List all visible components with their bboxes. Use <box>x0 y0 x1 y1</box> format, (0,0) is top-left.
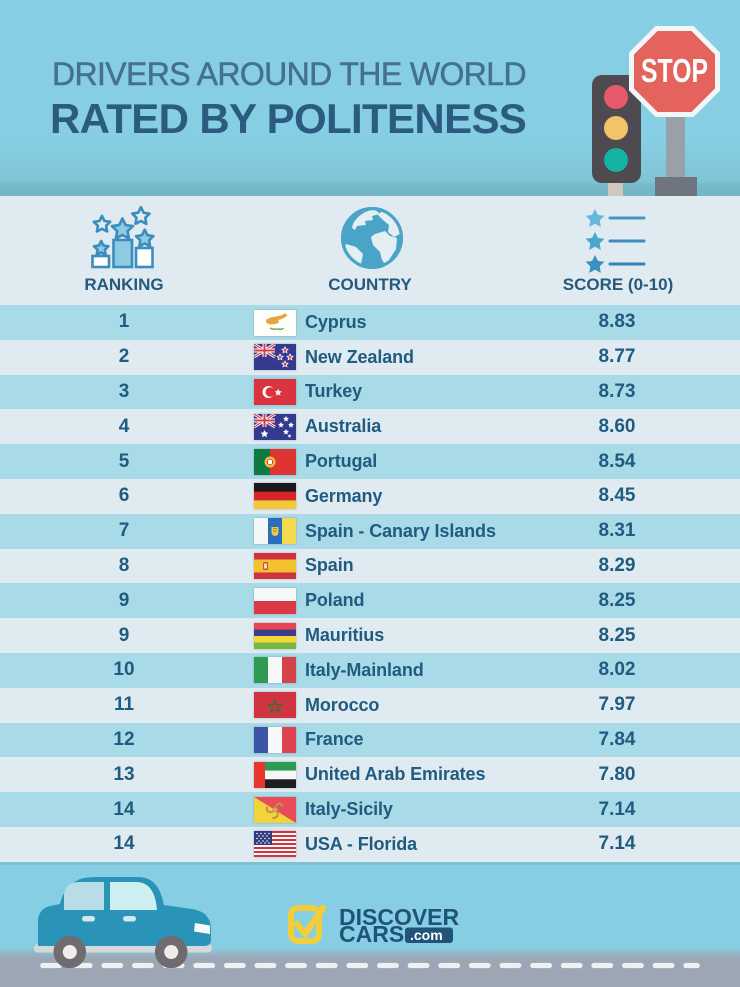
svg-text:.com: .com <box>410 927 443 943</box>
svg-text:CARS: CARS <box>339 921 404 947</box>
svg-text:DISCOVER: DISCOVER <box>339 904 460 930</box>
svg-text:STOP: STOP <box>641 54 708 90</box>
